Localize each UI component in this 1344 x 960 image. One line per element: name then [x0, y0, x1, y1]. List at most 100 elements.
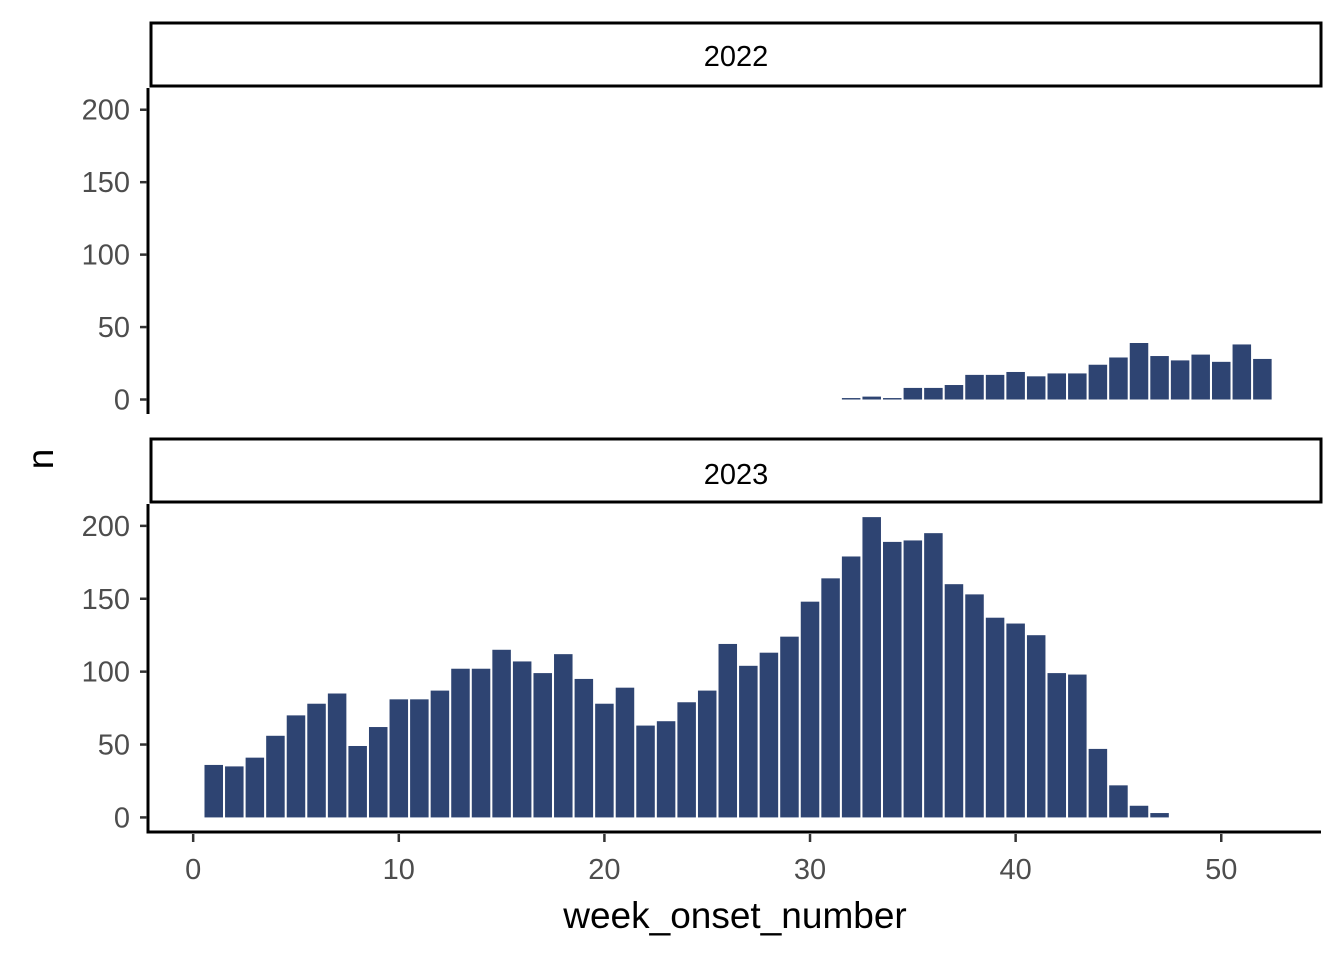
bar	[862, 517, 881, 818]
bar	[1068, 373, 1087, 400]
bar	[903, 387, 923, 400]
bar	[718, 643, 738, 818]
y-axis-title: n	[20, 449, 61, 470]
bar	[368, 727, 388, 818]
bar	[759, 652, 779, 818]
y-tick-label: 50	[98, 312, 130, 344]
bar	[389, 699, 409, 818]
x-tick-label: 10	[383, 854, 415, 886]
bar	[677, 702, 696, 818]
bar	[348, 745, 367, 818]
x-tick-label: 30	[794, 854, 826, 886]
bar	[800, 601, 820, 818]
bars-group	[841, 343, 1272, 400]
bar	[1006, 371, 1025, 400]
bar	[1068, 674, 1087, 818]
x-tick-label: 40	[1000, 854, 1032, 886]
facet-strip-box	[149, 437, 1323, 504]
bar	[1191, 354, 1210, 400]
bar	[1150, 813, 1169, 818]
y-tick-label: 150	[82, 167, 130, 199]
bar	[1109, 357, 1128, 400]
bar	[965, 374, 984, 400]
bar	[1212, 361, 1231, 400]
y-tick-label: 100	[82, 657, 130, 689]
bar	[862, 396, 881, 400]
y-tick-label: 100	[82, 240, 130, 272]
bar	[656, 721, 676, 818]
bar	[286, 715, 306, 818]
bar	[1232, 344, 1252, 400]
y-axis-ticks: 0 50 100 150 200	[82, 511, 147, 834]
bar	[883, 541, 902, 818]
bar	[512, 661, 532, 818]
bars-group	[204, 517, 1169, 818]
bar	[1170, 360, 1190, 400]
bar	[739, 665, 758, 818]
facet-strip-label: 2022	[704, 41, 769, 73]
bar	[1006, 623, 1025, 818]
bar	[533, 673, 552, 818]
bar	[1109, 785, 1128, 818]
x-axis-title: week_onset_number	[562, 895, 907, 936]
bar	[1047, 673, 1067, 818]
bar	[841, 398, 861, 400]
bar	[780, 636, 799, 818]
bar	[841, 556, 861, 818]
bar	[1026, 376, 1046, 400]
bar	[595, 703, 614, 818]
bar	[615, 687, 635, 818]
bar	[204, 764, 223, 818]
y-tick-label: 50	[98, 730, 130, 762]
bar	[636, 725, 655, 818]
bar	[471, 668, 491, 818]
y-tick-label: 0	[114, 385, 130, 417]
bar	[327, 693, 347, 818]
bar	[985, 374, 1005, 400]
bar	[903, 540, 923, 818]
bar	[985, 617, 1005, 818]
bar	[574, 678, 594, 818]
facet-panel-2022: 2022 0 50 100 150 200	[82, 21, 1323, 417]
bar	[554, 654, 573, 818]
bar	[1026, 635, 1046, 818]
bar	[944, 385, 964, 400]
y-axis-ticks: 0 50 100 150 200	[82, 95, 147, 417]
bar	[944, 584, 964, 818]
bar	[1150, 356, 1169, 400]
bar	[1047, 373, 1067, 400]
bar	[1088, 748, 1108, 818]
x-tick-label: 50	[1205, 854, 1237, 886]
bar	[307, 703, 326, 818]
bar	[451, 668, 470, 818]
bar	[245, 757, 265, 818]
facet-strip-label: 2023	[704, 459, 769, 491]
y-tick-label: 0	[114, 802, 130, 834]
x-tick-label: 20	[588, 854, 620, 886]
facet-strip-2023: 2023	[149, 437, 1323, 504]
bar	[266, 735, 285, 818]
bar	[697, 690, 717, 818]
facet-strip-2022: 2022	[149, 21, 1323, 88]
x-axis-ticks: 0 10 20 30 40 50	[185, 834, 1237, 886]
y-tick-label: 200	[82, 511, 130, 543]
y-tick-label: 200	[82, 95, 130, 127]
bar	[821, 578, 840, 818]
facet-strip-box	[149, 21, 1323, 88]
bar	[965, 594, 984, 818]
y-tick-label: 150	[82, 584, 130, 616]
bar	[1129, 805, 1149, 818]
bar	[492, 649, 511, 818]
facet-panel-2023: 2023 0 50 100 150 200 0 10 20 30 40 50	[82, 437, 1323, 886]
bar	[410, 699, 429, 818]
bar	[225, 766, 244, 818]
bar	[924, 533, 943, 818]
bar	[430, 690, 450, 818]
bar	[883, 398, 902, 400]
bar	[1253, 358, 1272, 400]
bar	[1129, 343, 1149, 400]
bar	[924, 387, 943, 400]
x-tick-label: 0	[185, 854, 201, 886]
bar	[1088, 364, 1108, 400]
